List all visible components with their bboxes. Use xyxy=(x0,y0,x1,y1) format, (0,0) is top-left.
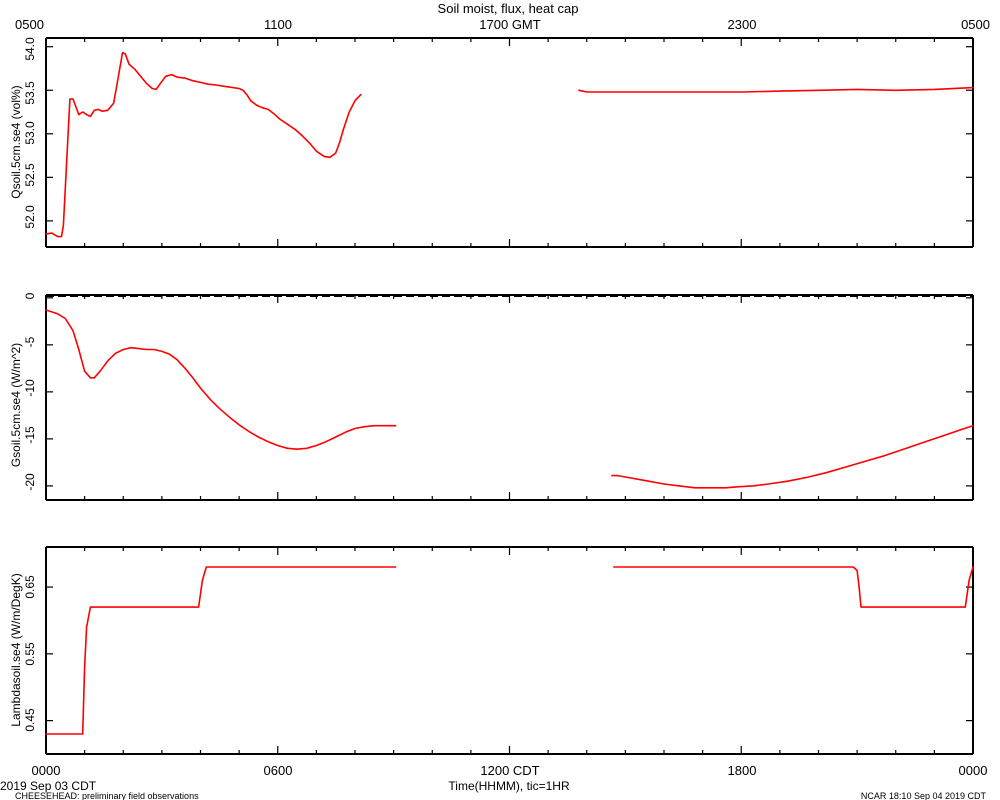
axis-ticks xyxy=(45,547,974,754)
y-tick-label: 53.0 xyxy=(23,121,37,145)
bottom-tick-label: 0600 xyxy=(264,763,293,778)
footer-left-note: CHEESEHEAD: preliminary field observatio… xyxy=(15,791,199,800)
series-line-segment xyxy=(45,566,397,735)
soil-moisture-panel: Qsoil.5cm.se4 (vol%) 52.0 52.5 53.0 53.5… xyxy=(9,37,974,248)
soil-heat-flux-series xyxy=(45,309,974,489)
y-tick-label: 52.0 xyxy=(23,205,37,229)
bottom-tick-label: 0000 xyxy=(959,763,988,778)
footer-right-note: NCAR 18:10 Sep 04 2019 CDT xyxy=(861,791,987,800)
y-tick-label: 0.55 xyxy=(23,642,37,666)
series-line-segment xyxy=(611,424,974,489)
y-tick-label: 53.5 xyxy=(23,81,37,105)
top-tick-label: 2300 xyxy=(728,17,757,32)
y-tick-label: -5 xyxy=(23,336,37,347)
thermal-conductivity-series xyxy=(45,566,974,735)
bottom-tick-label: 0000 xyxy=(32,763,61,778)
y-tick-label: -20 xyxy=(23,473,37,491)
series-line-segment xyxy=(45,51,362,238)
soil-heat-flux-panel: Gsoil.5cm.se4 (W/m^2) -20 -15 -10 -5 0 xyxy=(9,292,974,501)
series-line-segment xyxy=(45,309,397,451)
thermal-conductivity-panel: Lambdasoil.se4 (W/m/DegK) 0.45 0.55 0.65 xyxy=(9,546,974,755)
y-tick-label: 0.45 xyxy=(23,708,37,732)
top-tick-label: 1100 xyxy=(264,17,292,32)
y-axis-label: Gsoil.5cm.se4 (W/m^2) xyxy=(9,343,23,467)
figure-title: Soil moist, flux, heat cap xyxy=(438,1,579,16)
y-tick-label: -15 xyxy=(23,426,37,444)
x-axis-label: Time(HHMM), tic=1HR xyxy=(448,779,570,793)
soil-moisture-series xyxy=(45,51,974,238)
series-line-segment xyxy=(578,86,974,93)
y-tick-label: 54.0 xyxy=(23,37,37,61)
top-tick-label: 0500 xyxy=(961,17,990,32)
y-tick-label: 0.65 xyxy=(23,575,37,599)
y-axis-label: Lambdasoil.se4 (W/m/DegK) xyxy=(9,573,23,726)
top-tick-label: 0500 xyxy=(15,17,44,32)
bottom-tick-label: 1200 CDT xyxy=(480,763,539,778)
y-axis-label: Qsoil.5cm.se4 (vol%) xyxy=(9,85,23,198)
date-label: 2019 Sep 03 CDT xyxy=(0,779,97,793)
axis-ticks xyxy=(45,295,974,500)
axis-ticks xyxy=(45,38,974,247)
series-line-segment xyxy=(612,566,974,608)
y-tick-label: 52.5 xyxy=(23,163,37,187)
y-tick-label: -10 xyxy=(23,379,37,397)
top-tick-label: 1700 GMT xyxy=(479,17,540,32)
bottom-tick-label: 1800 xyxy=(728,763,757,778)
y-tick-label: 0 xyxy=(23,292,37,299)
